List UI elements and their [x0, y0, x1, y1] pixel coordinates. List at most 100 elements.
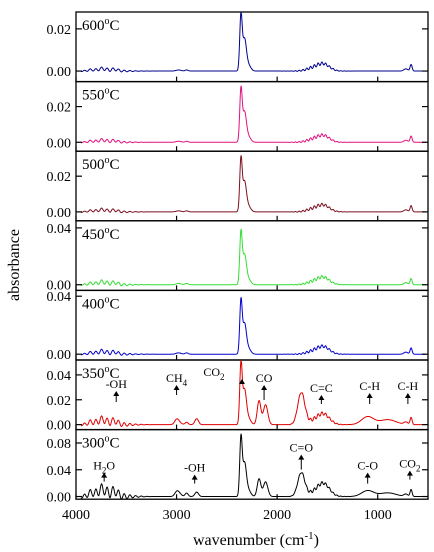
- panel-label-degree: o: [105, 434, 110, 445]
- panel-label-degree: o: [105, 364, 110, 375]
- panel-label-value: 500: [82, 157, 105, 173]
- annotation-arrowhead: [261, 385, 268, 390]
- annotation-arrowhead: [366, 393, 373, 398]
- panel-label-unit: C: [110, 366, 120, 382]
- annotation-text: C-H: [359, 379, 380, 393]
- annotation-arrowhead: [406, 470, 413, 476]
- annotation-label: H2O: [93, 459, 115, 476]
- x-axis-title-unit-exponent: -1: [305, 530, 314, 542]
- panel-300: 0.00 0.04 0.08 300oC: [47, 428, 429, 506]
- annotation-text: CO: [203, 365, 220, 379]
- y-tick-label: 0.02: [47, 101, 72, 116]
- panel-label-unit: C: [110, 88, 120, 104]
- annotation-label: -OH: [184, 461, 206, 475]
- panel-label-500: 500oC: [82, 155, 120, 173]
- panel-label-degree: o: [105, 86, 110, 97]
- annotation-text: C-O: [357, 459, 378, 473]
- panel-label-450: 450oC: [82, 225, 120, 243]
- x-axis-title: wavenumber (cm-1): [193, 530, 319, 549]
- y-tick-label: 0.04: [47, 222, 72, 237]
- panel-500: 0.00 0.02 500oC: [47, 150, 429, 222]
- annotation-label: C-H: [398, 379, 419, 393]
- spectrum-line-550: [80, 85, 426, 144]
- spectra-panels: 0.000.02 600oC0.000.02550oC0.000.02500oC0…: [47, 11, 429, 506]
- spectrum-line-600: [80, 12, 426, 73]
- spectrum-line-350: [80, 359, 426, 427]
- y-tick-label: 0.00: [47, 206, 72, 221]
- panel-label-unit: C: [110, 436, 120, 452]
- annotation-label: C-H: [359, 379, 380, 393]
- y-tick-label: 0.00: [47, 419, 72, 434]
- y-tick-label: 0.08: [47, 437, 72, 452]
- spectrum-line-300: [80, 433, 426, 500]
- annotation-text: H: [93, 459, 102, 473]
- spectrum-line-500: [80, 155, 426, 214]
- panel-frame: [75, 220, 429, 292]
- annotation-text: CO: [256, 371, 273, 385]
- panel-450: 0.00 0.04 450oC: [47, 220, 429, 294]
- x-axis: 4000 3000 2000 1000: [62, 508, 392, 523]
- annotation-subscript: 4: [183, 378, 188, 388]
- annotation-label: C-O: [357, 459, 378, 473]
- y-tick-label: 0.02: [47, 394, 72, 409]
- panel-label-unit: C: [110, 157, 120, 173]
- x-tick-label: 2000: [263, 508, 291, 523]
- panel-label-value: 400: [82, 296, 105, 312]
- y-tick-label: 0.00: [47, 279, 72, 294]
- annotation-arrowhead: [364, 472, 371, 478]
- annotation-subscript: 2: [102, 466, 107, 476]
- panel-label-unit: C: [110, 18, 120, 34]
- annotation-label: CO: [256, 371, 273, 385]
- annotation-arrowhead: [191, 474, 198, 480]
- panel-label-value: 300: [82, 436, 105, 452]
- y-tick-label: 0.00: [47, 65, 72, 80]
- y-tick-label: 0.00: [47, 136, 72, 151]
- x-tick-label: 4000: [62, 508, 90, 523]
- panel-label-degree: o: [105, 225, 110, 236]
- panel-label-value: 550: [82, 88, 105, 104]
- x-axis-title-main: wavenumber (cm: [193, 532, 305, 549]
- panel-label-degree: o: [105, 16, 110, 27]
- annotation-text-end: O: [106, 459, 115, 473]
- annotation-text: CO: [399, 457, 416, 471]
- y-tick-label: 0.00: [47, 348, 72, 363]
- annotation-text: -OH: [106, 377, 128, 391]
- panel-label-value: 450: [82, 227, 105, 243]
- annotation-label: -OH: [106, 377, 128, 391]
- y-tick-label: 0.04: [47, 369, 72, 384]
- panel-frame: [75, 428, 429, 500]
- annotation-arrowhead: [318, 395, 325, 400]
- x-tick-label: 1000: [364, 508, 392, 523]
- x-tick-label: 3000: [163, 508, 191, 523]
- y-axis-title: absorbance: [6, 229, 23, 301]
- annotation-arrowhead: [113, 391, 120, 396]
- x-axis-title-close: ): [314, 532, 319, 549]
- annotation-label: CO2: [203, 365, 224, 382]
- panel-label-350: 350oC: [82, 364, 120, 382]
- annotation-label: CH4: [166, 371, 188, 388]
- panel-400: 0.00 0.04 400oC: [47, 289, 429, 363]
- panel-label-unit: C: [110, 296, 120, 312]
- y-tick-label: 0.04: [47, 464, 72, 479]
- annotation-label: C=C: [310, 381, 333, 395]
- annotation-arrowhead: [173, 385, 180, 390]
- panel-label-value: 600: [82, 18, 105, 34]
- spectrum-line-400: [80, 297, 426, 356]
- annotation-text: CH: [166, 371, 183, 385]
- y-tick-label: 0.02: [47, 23, 72, 38]
- panel-frame: [75, 289, 429, 361]
- annotation-arrowhead: [238, 379, 245, 384]
- panel-label-value: 350: [82, 366, 105, 382]
- y-tick-label: 0.02: [47, 170, 72, 185]
- panel-label-550: 550oC: [82, 86, 120, 104]
- panel-label-degree: o: [105, 294, 110, 305]
- annotation-text: C=C: [310, 381, 333, 395]
- spectrum-line-450: [80, 228, 426, 287]
- y-tick-label: 0.04: [47, 290, 72, 305]
- panel-label-degree: o: [105, 155, 110, 166]
- panel-350: 0.00 0.02 0.04 350oC: [47, 359, 429, 434]
- annotation-label: C=O: [290, 441, 314, 455]
- annotation-arrowhead: [101, 472, 108, 478]
- annotation-arrowhead: [298, 454, 305, 460]
